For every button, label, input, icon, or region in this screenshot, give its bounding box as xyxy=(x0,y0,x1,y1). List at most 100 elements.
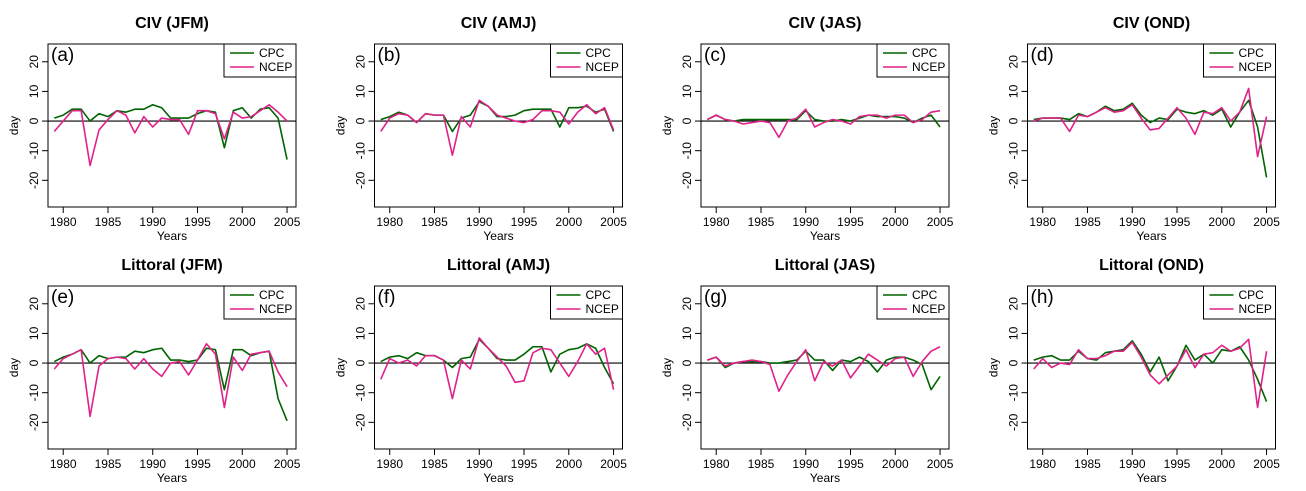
series-line xyxy=(707,350,941,391)
y-tick-label: 10 xyxy=(354,326,368,340)
x-tick-label: 1980 xyxy=(376,457,403,471)
legend-label: NCEP xyxy=(912,302,945,316)
series-line xyxy=(380,100,615,133)
x-tick-label: 2005 xyxy=(600,457,627,471)
legend-label: CPC xyxy=(586,46,612,60)
y-tick-label: 0 xyxy=(680,117,694,124)
x-tick-label: 2000 xyxy=(1208,457,1235,471)
panel-label: (a) xyxy=(51,45,74,66)
x-tick-label: 2000 xyxy=(229,457,256,471)
x-tick-label: 1980 xyxy=(1029,215,1056,229)
y-tick-label: 20 xyxy=(1007,297,1021,311)
series-line xyxy=(54,103,288,160)
y-tick-label: 0 xyxy=(1007,117,1021,124)
y-tick-label: 20 xyxy=(27,297,41,311)
y-tick-label: 0 xyxy=(27,117,41,124)
panel: CIV (JFM) (a) 1980 1985 1990 1995 2000 2005 -20 -… xyxy=(7,15,301,243)
series-line xyxy=(1033,99,1268,178)
y-tick-label: 0 xyxy=(1007,359,1021,366)
series-line xyxy=(1033,87,1268,158)
series-line xyxy=(53,103,288,167)
legend-label: NCEP xyxy=(1239,60,1272,74)
y-axis-label: day xyxy=(334,116,348,135)
legend-box xyxy=(550,285,623,320)
series-line xyxy=(380,337,615,400)
panel: Littoral (JFM)(e)1980 1985 1990 1995 2000 200… xyxy=(7,257,301,485)
panel-label: (f) xyxy=(378,287,396,308)
y-tick-label: -10 xyxy=(27,142,41,160)
x-tick-label: 2005 xyxy=(600,215,627,229)
y-tick-label: -20 xyxy=(27,413,41,431)
x-tick-label: 1980 xyxy=(703,215,730,229)
y-tick-label: 10 xyxy=(27,326,41,340)
legend-box xyxy=(876,285,950,320)
y-tick-label: -20 xyxy=(1007,413,1021,431)
y-tick-label: 20 xyxy=(27,55,41,69)
plot-box xyxy=(47,285,297,450)
x-tick-label: 1995 xyxy=(511,215,538,229)
legend-box xyxy=(1203,285,1276,320)
y-tick-label: -20 xyxy=(354,413,368,431)
y-axis-label: day xyxy=(660,358,674,377)
y-tick-label: 10 xyxy=(1007,326,1021,340)
legend-label: CPC xyxy=(912,288,938,302)
legend-label: NCEP xyxy=(586,302,619,316)
legend-label: CPC xyxy=(1239,46,1265,60)
x-tick-label: 2000 xyxy=(555,457,582,471)
legend-box xyxy=(1203,43,1276,78)
panel-title: CIV (JFM) xyxy=(135,15,209,32)
panel-label: (e) xyxy=(51,287,74,308)
x-tick-label: 1990 xyxy=(139,457,166,471)
x-axis-label: Years xyxy=(157,471,187,485)
legend-box xyxy=(223,285,297,320)
plot-box xyxy=(374,285,623,450)
x-tick-label: 1985 xyxy=(748,215,775,229)
x-tick-label: 1980 xyxy=(703,457,730,471)
x-tick-label: 1980 xyxy=(1029,457,1056,471)
panel: CIV (JAS) (c) 1980 1985 1990 1995 2000 2005 -20 -… xyxy=(660,15,954,243)
panel: Littoral (AMJ)(f)1980 1985 1990 1995 2000 200… xyxy=(334,257,628,485)
x-tick-label: 2005 xyxy=(927,215,954,229)
panel-title: CIV (JAS) xyxy=(789,15,862,32)
y-tick-label: 20 xyxy=(354,55,368,69)
legend-label: NCEP xyxy=(1239,302,1272,316)
y-tick-label: 0 xyxy=(680,359,694,366)
x-tick-label: 2000 xyxy=(1208,215,1235,229)
panel-title: CIV (AMJ) xyxy=(461,15,537,32)
x-tick-label: 2000 xyxy=(882,457,909,471)
y-tick-label: -10 xyxy=(680,384,694,402)
y-tick-label: 0 xyxy=(27,359,41,366)
plot-box xyxy=(47,43,297,208)
y-tick-label: 20 xyxy=(354,297,368,311)
legend-label: NCEP xyxy=(259,302,292,316)
legend-label: CPC xyxy=(912,46,938,60)
y-axis-label: day xyxy=(334,358,348,377)
x-axis-label: Years xyxy=(1136,229,1166,243)
x-tick-label: 2005 xyxy=(274,457,301,471)
x-tick-label: 2000 xyxy=(882,215,909,229)
x-tick-label: 1995 xyxy=(184,215,211,229)
x-tick-label: 1980 xyxy=(50,457,77,471)
panel-title: CIV (OND) xyxy=(1113,15,1190,32)
x-axis-label: Years xyxy=(1136,471,1166,485)
x-tick-label: 1995 xyxy=(184,457,211,471)
x-axis-label: Years xyxy=(483,229,513,243)
legend-box xyxy=(876,43,950,78)
x-axis-label: Years xyxy=(810,471,840,485)
series-line xyxy=(706,108,941,139)
panel-label: (d) xyxy=(1031,45,1054,66)
series-line xyxy=(53,347,288,422)
y-tick-label: 0 xyxy=(354,117,368,124)
x-tick-label: 1985 xyxy=(1074,457,1101,471)
y-tick-label: -20 xyxy=(1007,171,1021,189)
series-line xyxy=(706,109,941,128)
x-tick-label: 2005 xyxy=(1253,215,1280,229)
x-tick-label: 1990 xyxy=(139,215,166,229)
y-tick-label: -10 xyxy=(27,384,41,402)
legend-label: CPC xyxy=(586,288,612,302)
plot-box xyxy=(1027,43,1276,208)
legend-label: NCEP xyxy=(259,60,292,74)
panel-title: Littoral (JFM) xyxy=(121,257,222,274)
x-tick-label: 2005 xyxy=(1253,457,1280,471)
